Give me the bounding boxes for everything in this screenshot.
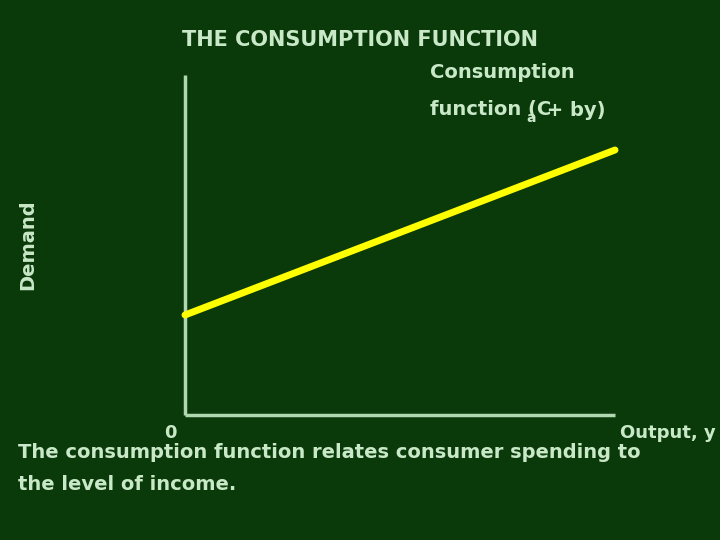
Text: THE CONSUMPTION FUNCTION: THE CONSUMPTION FUNCTION bbox=[182, 30, 538, 50]
Text: function (C: function (C bbox=[430, 100, 552, 119]
Text: the level of income.: the level of income. bbox=[18, 476, 236, 495]
Text: + by): + by) bbox=[540, 100, 606, 119]
Text: 0: 0 bbox=[163, 424, 176, 442]
Text: Consumption: Consumption bbox=[430, 63, 575, 82]
Text: Demand: Demand bbox=[19, 200, 37, 291]
Text: a: a bbox=[526, 111, 536, 125]
Text: Output, y: Output, y bbox=[620, 424, 716, 442]
Text: The consumption function relates consumer spending to: The consumption function relates consume… bbox=[18, 442, 641, 462]
